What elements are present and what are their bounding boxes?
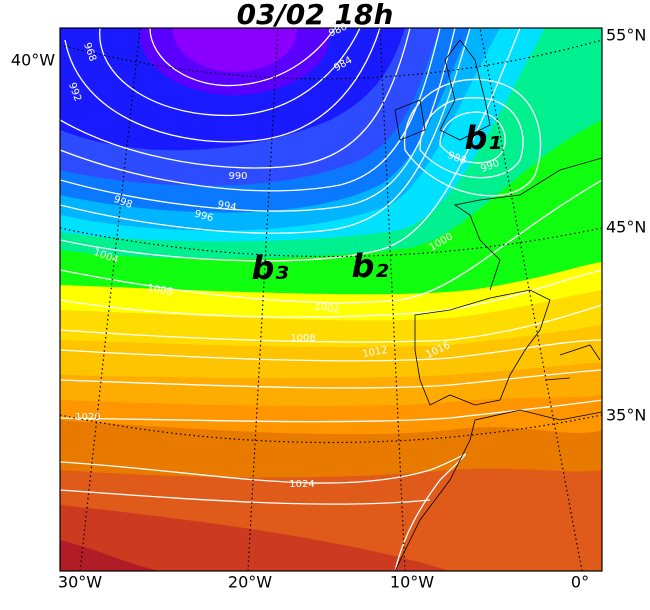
pressure-field <box>60 28 602 571</box>
band <box>60 540 602 571</box>
coast <box>439 39 491 141</box>
isobar-label: 1012 <box>362 345 389 360</box>
longitude-label: 20°W <box>228 573 272 592</box>
isobar-label: 994 <box>217 199 238 213</box>
isobar <box>60 28 411 169</box>
isobar-label: 1008 <box>290 333 315 344</box>
meridian <box>247 28 279 571</box>
parallel <box>60 414 602 444</box>
isobar <box>60 339 602 362</box>
isobar <box>60 28 521 262</box>
latitude-label: 55°N <box>606 26 646 45</box>
coast <box>544 344 601 381</box>
low-label: b₂ <box>352 247 389 285</box>
band <box>60 505 602 571</box>
isobar-label: 996 <box>193 209 214 225</box>
isobar-label: 1020 <box>75 412 100 423</box>
isobar-label: 990 <box>228 171 247 182</box>
isobar <box>60 28 471 234</box>
longitude-label: 40°W <box>11 51 55 70</box>
coast <box>414 289 551 406</box>
isobar <box>64 28 381 143</box>
low-label: b₃ <box>252 249 289 287</box>
meridian <box>379 28 406 571</box>
latitude-label: 45°N <box>606 218 646 237</box>
coast <box>394 99 426 141</box>
isobar <box>99 28 361 117</box>
coast <box>394 409 602 571</box>
isobar <box>419 97 524 179</box>
band <box>173 28 297 72</box>
isobar-label: 1006 <box>146 283 173 298</box>
isobar <box>60 369 602 389</box>
map-title: 03/02 18h <box>237 0 394 31</box>
isobar <box>60 269 602 318</box>
coastlines <box>394 39 602 571</box>
low-label: b₁ <box>465 119 502 157</box>
meridian <box>79 28 141 571</box>
isobar <box>60 28 441 192</box>
coast <box>453 157 602 291</box>
isobars <box>60 28 602 571</box>
isobar <box>404 78 542 197</box>
isobar <box>60 304 602 343</box>
longitude-label: 10°W <box>390 573 434 592</box>
longitude-label: 30°W <box>58 573 102 592</box>
map-frame <box>59 27 603 572</box>
isobar-label: 1002 <box>313 301 340 316</box>
isobar <box>439 111 506 164</box>
isobar <box>60 489 431 505</box>
isobar <box>60 28 456 212</box>
longitude-label: 0° <box>571 573 589 592</box>
isobar <box>60 179 602 304</box>
isobar <box>60 453 467 571</box>
isobar <box>149 28 336 87</box>
latitude-label: 35°N <box>606 406 646 425</box>
meridian <box>479 28 583 571</box>
parallel <box>60 227 602 258</box>
graticule <box>60 28 602 571</box>
isobar-label: 1024 <box>289 479 314 490</box>
parallel <box>60 39 602 80</box>
isobar <box>60 399 602 423</box>
